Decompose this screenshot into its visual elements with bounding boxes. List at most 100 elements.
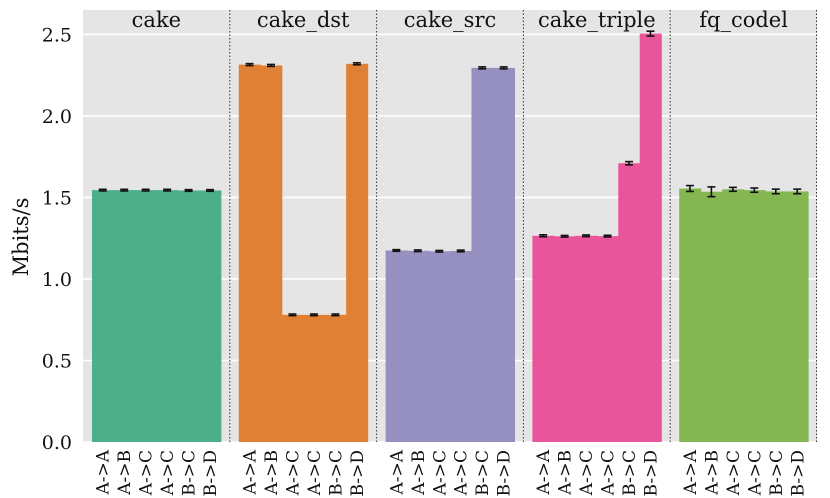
y-tick-label: 2.5	[42, 24, 72, 46]
error-bar	[560, 234, 569, 238]
category-label: B->D	[788, 450, 808, 496]
bar	[700, 191, 723, 442]
bar	[238, 64, 261, 442]
y-tick-label: 0.5	[42, 350, 72, 372]
category-label: B->C	[620, 450, 640, 496]
bar	[177, 190, 200, 442]
bar	[199, 190, 222, 442]
error-bar	[352, 62, 361, 66]
error-bar	[288, 313, 297, 317]
category-label: A->C	[745, 450, 765, 496]
category-label: B->C	[473, 450, 493, 496]
category-label: A->C	[599, 450, 619, 496]
category-labels: A->A A->B A->C A->C B->C B->D A->A A->B A->C A->C…	[94, 449, 809, 496]
bar	[385, 250, 408, 442]
error-bar	[685, 184, 694, 193]
category-label: A->C	[137, 450, 157, 496]
error-bar	[184, 188, 193, 193]
bar	[346, 63, 369, 442]
error-bar	[331, 313, 340, 317]
error-bar	[309, 313, 318, 317]
bar	[743, 190, 766, 442]
category-label: A->A	[534, 449, 554, 495]
error-bar	[625, 160, 633, 166]
error-bar	[771, 188, 780, 195]
category-label: B->C	[326, 450, 346, 496]
bar	[113, 190, 136, 442]
category-label: B->D	[348, 450, 368, 496]
category-label: A->A	[94, 449, 114, 495]
panel-title: cake_dst	[257, 8, 350, 32]
error-bar	[646, 30, 655, 37]
category-label: A->C	[430, 450, 450, 496]
error-bar	[141, 188, 150, 192]
bar	[596, 236, 619, 442]
category-label: A->B	[556, 450, 576, 496]
error-bar	[582, 234, 591, 238]
bar	[679, 188, 702, 442]
bar	[722, 189, 745, 442]
category-label: B->C	[767, 450, 787, 496]
category-label: A->C	[158, 450, 178, 496]
category-label: B->D	[201, 450, 221, 496]
error-bar	[120, 188, 129, 192]
error-bar	[163, 188, 172, 192]
bar	[450, 250, 473, 442]
error-bar	[539, 234, 548, 238]
error-bar	[456, 249, 465, 253]
error-bar	[435, 249, 444, 253]
error-bar	[245, 62, 254, 67]
error-bars	[98, 30, 802, 317]
y-tick-label: 0.0	[42, 432, 72, 454]
error-bar	[499, 66, 508, 70]
y-axis-title: Mbits/s	[9, 198, 33, 277]
panel-title: cake_src	[404, 8, 497, 32]
y-tick-label: 1.0	[42, 269, 72, 291]
bar	[786, 191, 809, 442]
category-label: A->C	[577, 450, 597, 496]
bar	[428, 251, 451, 442]
error-bar	[603, 234, 612, 238]
error-bar	[728, 186, 737, 193]
error-bar	[267, 63, 275, 68]
error-bar	[206, 188, 215, 193]
error-bar	[392, 248, 401, 253]
category-label: A->C	[305, 450, 325, 496]
bar	[281, 314, 304, 442]
category-label: A->C	[724, 450, 744, 496]
error-bar	[478, 66, 487, 70]
category-label: B->D	[641, 450, 661, 496]
panel-title: cake	[132, 8, 181, 32]
bar	[303, 314, 326, 442]
category-label: A->A	[681, 449, 701, 495]
category-label: A->C	[283, 450, 303, 496]
bars	[92, 33, 809, 443]
bar	[532, 235, 555, 442]
bar	[260, 65, 283, 442]
bar	[156, 190, 179, 442]
category-label: B->D	[495, 450, 515, 496]
category-label: A->B	[702, 450, 722, 496]
panel-title: cake_triple	[538, 8, 656, 32]
bar	[471, 67, 494, 442]
bar	[92, 190, 115, 442]
bar	[134, 190, 157, 442]
panel-title: fq_codel	[699, 8, 788, 32]
category-label: B->C	[180, 450, 200, 496]
error-bar	[750, 187, 759, 194]
bar	[324, 314, 347, 442]
category-label: A->A	[241, 449, 261, 495]
error-bar	[793, 188, 802, 195]
category-label: A->B	[409, 450, 429, 496]
y-tick-label: 2.0	[42, 106, 72, 128]
y-tick-label: 1.5	[42, 187, 72, 209]
error-bar	[413, 249, 422, 253]
bar	[553, 236, 576, 442]
category-label: A->B	[115, 450, 135, 496]
category-label: A->A	[387, 449, 407, 495]
category-label: A->C	[452, 450, 472, 496]
bar	[407, 250, 430, 442]
panel-titles: cake cake_dst cake_src cake_triple fq_codel	[132, 8, 789, 32]
error-bar	[707, 186, 716, 198]
